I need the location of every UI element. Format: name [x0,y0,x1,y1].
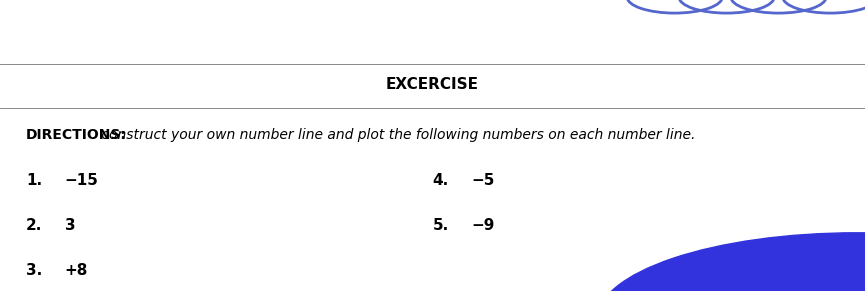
Text: EXCERCISE: EXCERCISE [386,77,479,92]
Text: 3.: 3. [26,263,42,278]
Text: −9: −9 [471,218,495,233]
Text: 2.: 2. [26,218,42,233]
Text: construct your own number line and plot the following numbers on each number lin: construct your own number line and plot … [97,128,695,142]
Text: −15: −15 [65,173,99,188]
Text: DIRECTIONS:: DIRECTIONS: [26,128,127,142]
Text: 4.: 4. [432,173,449,188]
Circle shape [597,233,865,291]
Text: +8: +8 [65,263,88,278]
Text: −5: −5 [471,173,495,188]
Text: 5.: 5. [432,218,449,233]
Text: 3: 3 [65,218,75,233]
Text: 1.: 1. [26,173,42,188]
